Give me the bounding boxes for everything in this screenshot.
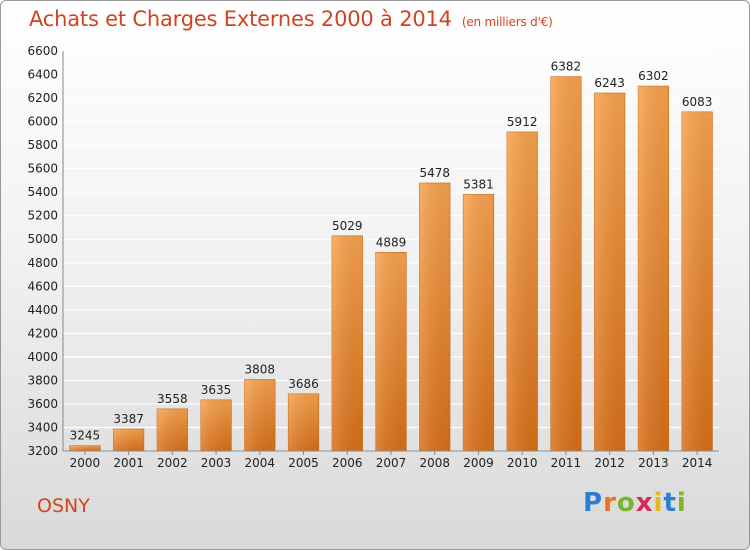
bar-shade <box>506 131 538 452</box>
brand-logo: Proxiti <box>583 488 687 518</box>
y-tick-label: 3200 <box>27 444 58 458</box>
brand-letter: i <box>653 488 664 518</box>
x-tick-label: 2001 <box>113 456 144 470</box>
value-label: 6243 <box>594 76 625 90</box>
x-tick-label: 2007 <box>376 456 407 470</box>
chart-title-text: Achats et Charges Externes 2000 à 2014 <box>29 7 452 31</box>
x-tick-label: 2004 <box>245 456 276 470</box>
chart-title: Achats et Charges Externes 2000 à 2014 (e… <box>29 7 553 31</box>
x-tick-label: 2003 <box>201 456 232 470</box>
bar-shade <box>113 429 144 451</box>
value-label: 3686 <box>288 377 319 391</box>
bar-shade <box>288 393 319 451</box>
value-label: 3558 <box>157 392 188 406</box>
bar-shade <box>594 93 625 451</box>
value-label: 6382 <box>551 60 582 74</box>
y-tick-label: 4200 <box>27 326 58 340</box>
y-tick-label: 3600 <box>27 397 58 411</box>
bar-shade <box>200 399 232 451</box>
value-label: 3245 <box>70 429 101 443</box>
brand-letter: i <box>676 488 687 518</box>
bar-shade <box>550 76 582 451</box>
x-tick-label: 2012 <box>594 456 625 470</box>
brand-letter: x <box>635 488 654 518</box>
value-label: 5381 <box>463 177 494 191</box>
y-tick-label: 4800 <box>27 256 58 270</box>
bars <box>69 76 713 452</box>
bar-shade <box>331 235 363 451</box>
x-tick-label: 2005 <box>288 456 319 470</box>
y-tick-label: 3800 <box>27 373 58 387</box>
y-tick-label: 5800 <box>27 138 58 152</box>
x-tick-label: 2008 <box>419 456 450 470</box>
value-labels: 3245 3387 3558 3635 3808 3686 5029 4889 5478 5381… <box>70 60 713 443</box>
value-label: 5029 <box>332 219 363 233</box>
y-tick-label: 4400 <box>27 303 58 317</box>
bar-shade <box>638 86 669 451</box>
y-tick-label: 3400 <box>27 420 58 434</box>
city-label: OSNY <box>37 495 90 517</box>
x-tick-label: 2013 <box>638 456 669 470</box>
x-tick-label: 2010 <box>507 456 538 470</box>
value-label: 4889 <box>376 235 407 249</box>
value-label: 5478 <box>419 166 450 180</box>
bar-shade <box>419 183 451 451</box>
x-tick-label: 2002 <box>157 456 188 470</box>
bar-shade <box>244 379 276 451</box>
x-tick-label: 2011 <box>551 456 582 470</box>
value-label: 5912 <box>507 115 538 129</box>
brand-letter: r <box>603 488 617 518</box>
brand-letter: t <box>663 488 677 518</box>
bar-shade <box>375 252 407 451</box>
value-label: 6083 <box>682 95 713 109</box>
y-tick-label: 6600 <box>27 44 58 58</box>
value-label: 3635 <box>201 383 232 397</box>
axes: 3200 3400 3600 3800 4000 4200 4400 4600 4800 5000… <box>27 44 719 470</box>
bar-shade <box>463 194 494 452</box>
value-label: 6302 <box>638 69 669 83</box>
bar-shade <box>681 111 713 451</box>
x-tick-label: 2000 <box>70 456 101 470</box>
value-label: 3387 <box>113 412 144 426</box>
brand-letter: P <box>583 488 604 518</box>
y-tick-label: 4600 <box>27 279 58 293</box>
chart-subtitle: (en milliers d'€) <box>461 15 553 29</box>
y-tick-label: 6000 <box>27 115 58 129</box>
x-tick-label: 2009 <box>463 456 494 470</box>
bar-shade <box>69 445 101 451</box>
y-tick-label: 5000 <box>27 232 58 246</box>
y-tick-label: 5200 <box>27 209 58 223</box>
y-tick-label: 6200 <box>27 91 58 105</box>
y-tick-label: 5400 <box>27 185 58 199</box>
brand-letter: o <box>616 488 636 518</box>
y-tick-label: 6400 <box>27 68 58 82</box>
y-tick-label: 5600 <box>27 162 58 176</box>
x-tick-label: 2006 <box>332 456 363 470</box>
bar-shade <box>157 408 188 451</box>
y-tick-label: 4000 <box>27 350 58 364</box>
x-tick-label: 2014 <box>682 456 713 470</box>
value-label: 3808 <box>245 362 276 376</box>
